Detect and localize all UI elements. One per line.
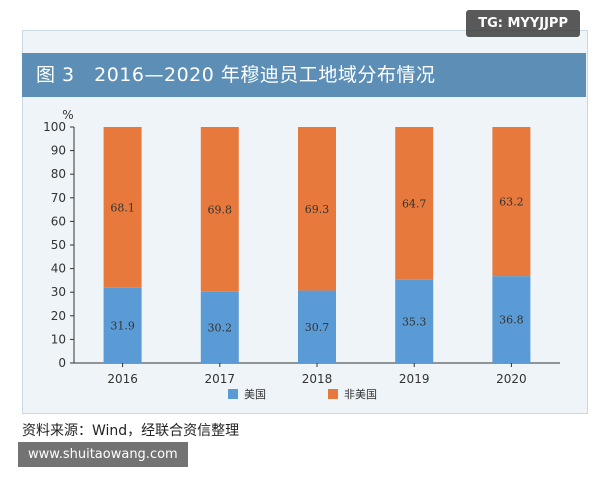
legend-label: 非美国 (344, 388, 377, 401)
bar-value-label: 69.8 (208, 203, 233, 216)
legend-label: 美国 (244, 388, 266, 401)
x-tick-label: 2018 (302, 372, 333, 386)
bar-segment (492, 276, 531, 363)
bar-segment (103, 127, 142, 288)
bar-value-label: 64.7 (402, 197, 427, 210)
x-tick-label: 2019 (399, 372, 430, 386)
y-tick-label: 50 (51, 238, 66, 252)
bar-segment (395, 279, 434, 363)
bar-segment (395, 127, 434, 280)
y-tick-label: 100 (43, 120, 66, 134)
y-tick-label: 0 (58, 356, 66, 370)
y-tick-label: 80 (51, 167, 66, 181)
bar-value-label: 35.3 (402, 315, 427, 328)
bar-value-label: 69.3 (305, 203, 330, 216)
y-tick-label: 70 (51, 191, 66, 205)
x-tick-label: 2017 (205, 372, 236, 386)
bar-value-label: 63.2 (499, 196, 524, 209)
bar-value-label: 31.9 (110, 319, 135, 332)
y-unit-label: % (62, 108, 73, 122)
y-tick-label: 90 (51, 144, 66, 158)
y-tick-label: 60 (51, 214, 66, 228)
watermark: www.shuitaowang.com (18, 442, 188, 467)
chart-legend: 美国 非美国 (228, 388, 377, 401)
bar-segment (298, 127, 336, 291)
y-tick-label: 10 (51, 332, 66, 346)
y-tick-label: 30 (51, 285, 66, 299)
bar-value-label: 30.7 (305, 321, 330, 334)
chart-axes: % 0 10 20 30 40 50 60 70 80 90 100 2016 2017 2018 2019 2… (43, 108, 560, 386)
chart-title: 图 3 2016—2020 年穆迪员工地域分布情况 (22, 53, 586, 97)
bar-value-label: 68.1 (110, 201, 135, 214)
bar-segment (200, 127, 239, 292)
bar-segment (200, 291, 239, 363)
tg-badge: TG: MYYJJPP (466, 10, 580, 37)
bar-segment (492, 127, 531, 277)
legend-swatch (228, 389, 238, 399)
y-tick-label: 20 (51, 309, 66, 323)
source-note: 资料来源：Wind，经联合资信整理 (22, 423, 240, 439)
bar-segment (298, 290, 336, 363)
chart-bars: 31.9 68.1 30.2 69.8 30.7 69.3 35.3 64.7 36.8 63.2 (103, 127, 531, 363)
bar-value-label: 30.2 (208, 321, 233, 334)
y-tick-label: 40 (51, 262, 66, 276)
x-tick-label: 2020 (496, 372, 527, 386)
x-tick-label: 2016 (107, 372, 138, 386)
bar-segment (103, 287, 142, 363)
legend-swatch (328, 389, 338, 399)
bar-value-label: 36.8 (499, 314, 524, 327)
